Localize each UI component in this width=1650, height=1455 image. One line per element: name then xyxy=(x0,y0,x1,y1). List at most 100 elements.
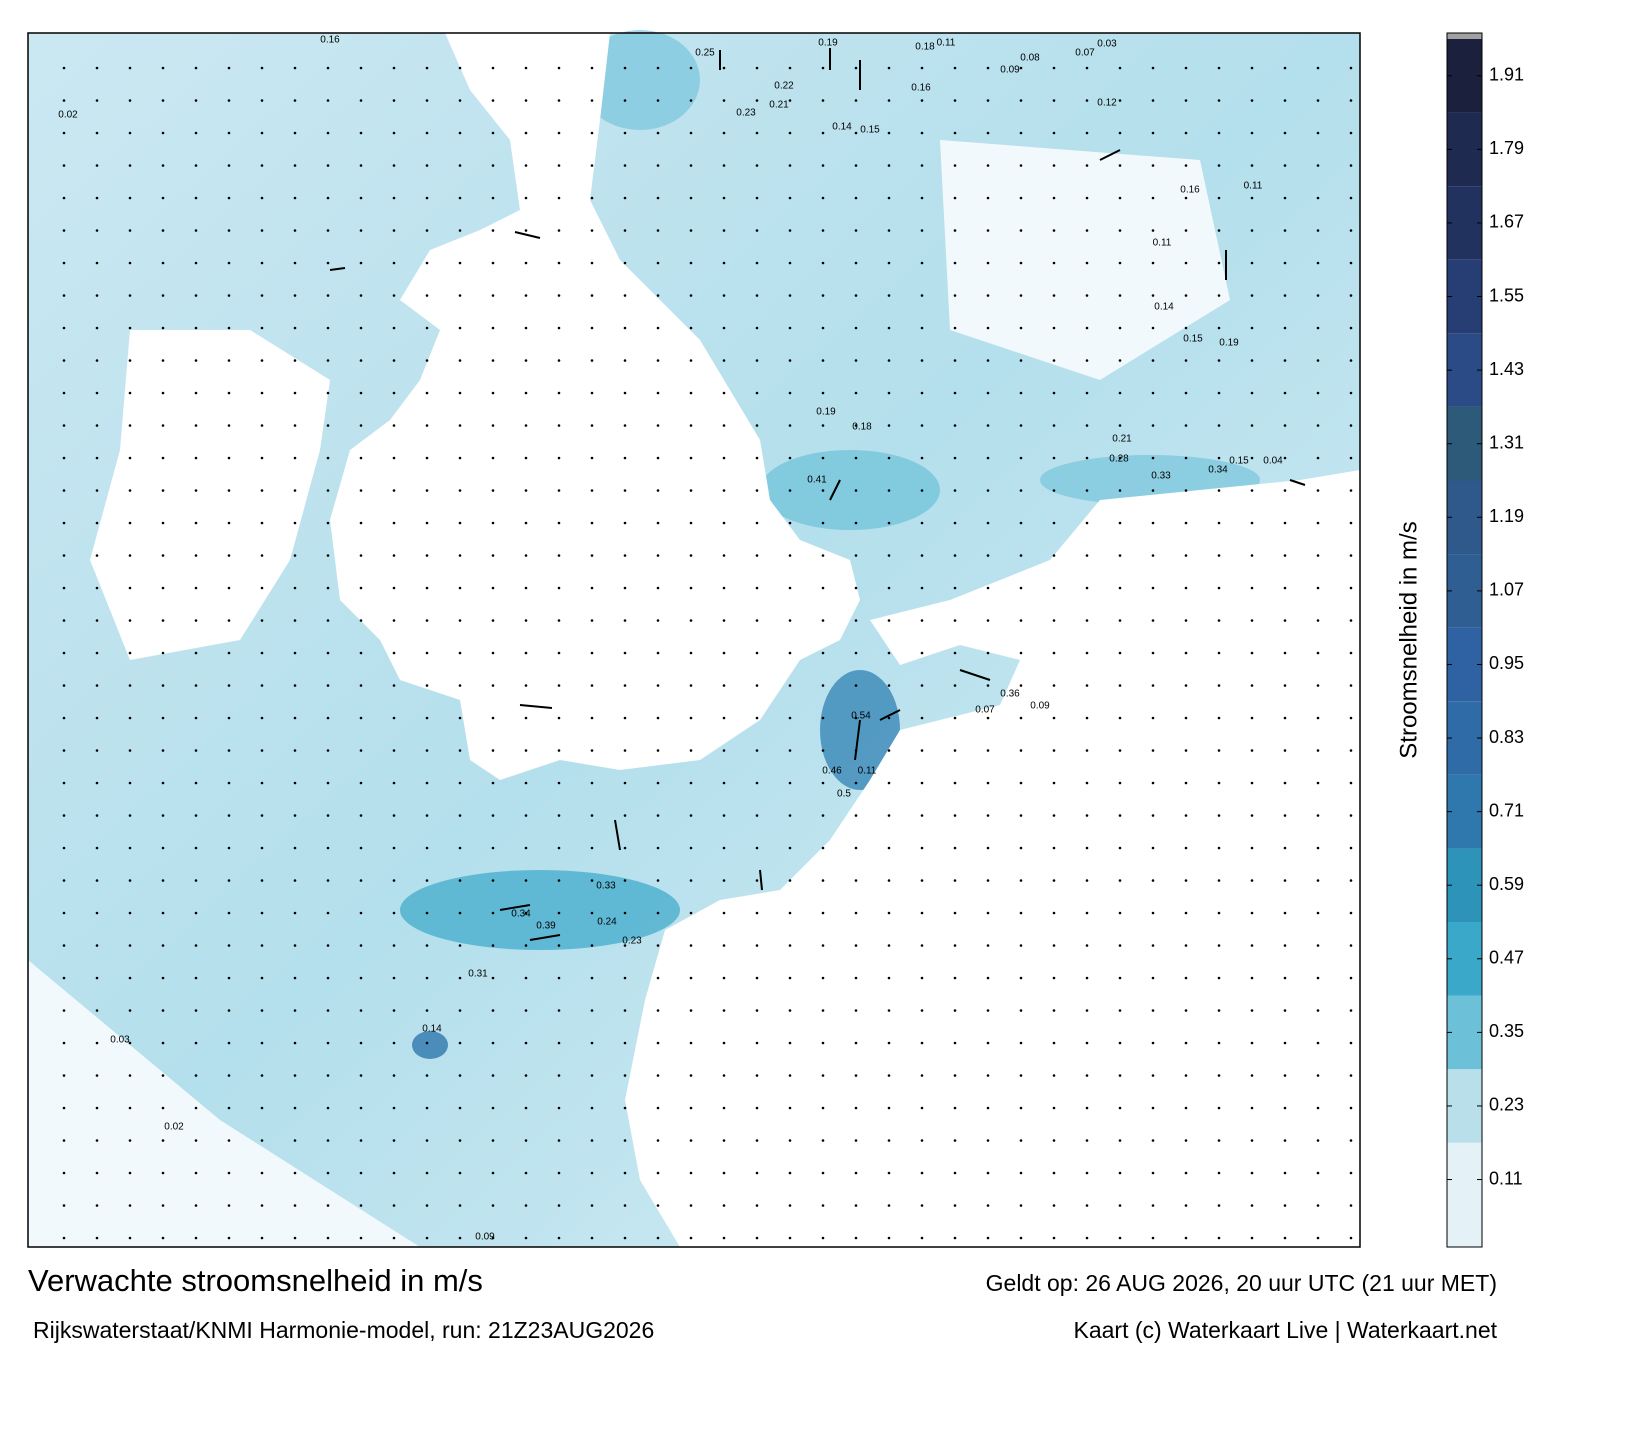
grid-dot xyxy=(722,489,726,492)
grid-dot xyxy=(920,879,924,882)
grid-dot xyxy=(1118,1204,1122,1207)
grid-dot xyxy=(1349,586,1353,590)
grid-dot xyxy=(293,781,297,785)
grid-dot xyxy=(1250,1009,1254,1012)
speed-label: 0.14 xyxy=(1154,302,1174,313)
grid-dot xyxy=(1151,229,1155,232)
grid-dot xyxy=(359,716,363,720)
grid-dot xyxy=(854,684,858,687)
grid-dot xyxy=(1052,619,1056,622)
grid-dot xyxy=(227,229,231,232)
grid-dot xyxy=(128,911,132,915)
grid-dot xyxy=(128,976,132,980)
grid-dot xyxy=(524,879,528,882)
grid-dot xyxy=(623,1074,627,1077)
grid-dot xyxy=(590,651,594,655)
grid-dot xyxy=(1019,684,1023,687)
grid-dot xyxy=(161,229,165,232)
grid-dot xyxy=(1217,196,1221,200)
grid-dot xyxy=(590,1074,594,1077)
grid-dot xyxy=(194,164,198,167)
grid-dot xyxy=(326,1171,330,1175)
grid-dot xyxy=(326,131,330,135)
grid-dot xyxy=(1118,1236,1122,1240)
grid-dot xyxy=(788,424,792,427)
grid-dot xyxy=(1349,1009,1353,1012)
grid-dot xyxy=(1019,716,1023,720)
colorbar-band xyxy=(1447,259,1482,334)
grid-dot xyxy=(623,554,627,557)
grid-dot xyxy=(755,684,759,687)
grid-dot xyxy=(458,99,462,102)
grid-dot xyxy=(557,391,561,395)
grid-dot xyxy=(62,651,66,655)
speed-label: 0.04 xyxy=(1263,456,1283,467)
grid-dot xyxy=(920,229,924,232)
grid-dot xyxy=(128,359,132,362)
grid-dot xyxy=(1349,1171,1353,1175)
grid-dot xyxy=(986,294,990,297)
grid-dot xyxy=(1052,456,1056,460)
grid-dot xyxy=(722,1106,726,1110)
grid-dot xyxy=(854,976,858,980)
grid-dot xyxy=(1349,229,1353,232)
grid-dot xyxy=(1316,814,1320,817)
grid-dot xyxy=(524,1236,528,1240)
grid-dot xyxy=(557,976,561,980)
grid-dot xyxy=(1217,1171,1221,1175)
grid-dot xyxy=(128,879,132,882)
grid-dot xyxy=(227,261,231,265)
grid-dot xyxy=(359,586,363,590)
grid-dot xyxy=(1184,684,1188,687)
grid-dot xyxy=(656,326,660,330)
grid-dot xyxy=(62,131,66,135)
grid-dot xyxy=(953,554,957,557)
grid-dot xyxy=(1283,326,1287,330)
grid-dot xyxy=(722,131,726,135)
grid-dot xyxy=(986,196,990,200)
grid-dot xyxy=(1184,1236,1188,1240)
grid-dot xyxy=(161,1106,165,1110)
grid-dot xyxy=(1184,781,1188,785)
grid-dot xyxy=(425,326,429,330)
grid-dot xyxy=(128,66,132,70)
grid-dot xyxy=(854,814,858,817)
grid-dot xyxy=(1316,1041,1320,1045)
grid-dot xyxy=(1283,554,1287,557)
grid-dot xyxy=(260,814,264,817)
grid-dot xyxy=(1085,879,1089,882)
grid-dot xyxy=(227,1204,231,1207)
grid-dot xyxy=(1118,619,1122,622)
grid-dot xyxy=(986,521,990,525)
grid-dot xyxy=(788,391,792,395)
grid-dot xyxy=(821,294,825,297)
grid-dot xyxy=(1019,359,1023,362)
grid-dot xyxy=(293,846,297,850)
grid-dot xyxy=(557,196,561,200)
grid-dot xyxy=(524,66,528,70)
grid-dot xyxy=(821,164,825,167)
grid-dot xyxy=(1250,684,1254,687)
grid-dot xyxy=(128,326,132,330)
grid-dot xyxy=(359,749,363,752)
grid-dot xyxy=(623,456,627,460)
grid-dot xyxy=(953,424,957,427)
grid-dot xyxy=(623,359,627,362)
grid-dot xyxy=(854,1074,858,1077)
grid-dot xyxy=(95,131,99,135)
grid-dot xyxy=(524,651,528,655)
grid-dot xyxy=(1085,131,1089,135)
grid-dot xyxy=(260,651,264,655)
grid-dot xyxy=(788,326,792,330)
grid-dot xyxy=(1151,879,1155,882)
grid-dot xyxy=(1316,456,1320,460)
grid-dot xyxy=(1019,651,1023,655)
grid-dot xyxy=(1151,554,1155,557)
grid-dot xyxy=(1151,66,1155,70)
grid-dot xyxy=(986,781,990,785)
grid-dot xyxy=(689,684,693,687)
speed-label: 0.34 xyxy=(511,909,531,920)
grid-dot xyxy=(458,814,462,817)
grid-dot xyxy=(788,554,792,557)
grid-dot xyxy=(128,781,132,785)
